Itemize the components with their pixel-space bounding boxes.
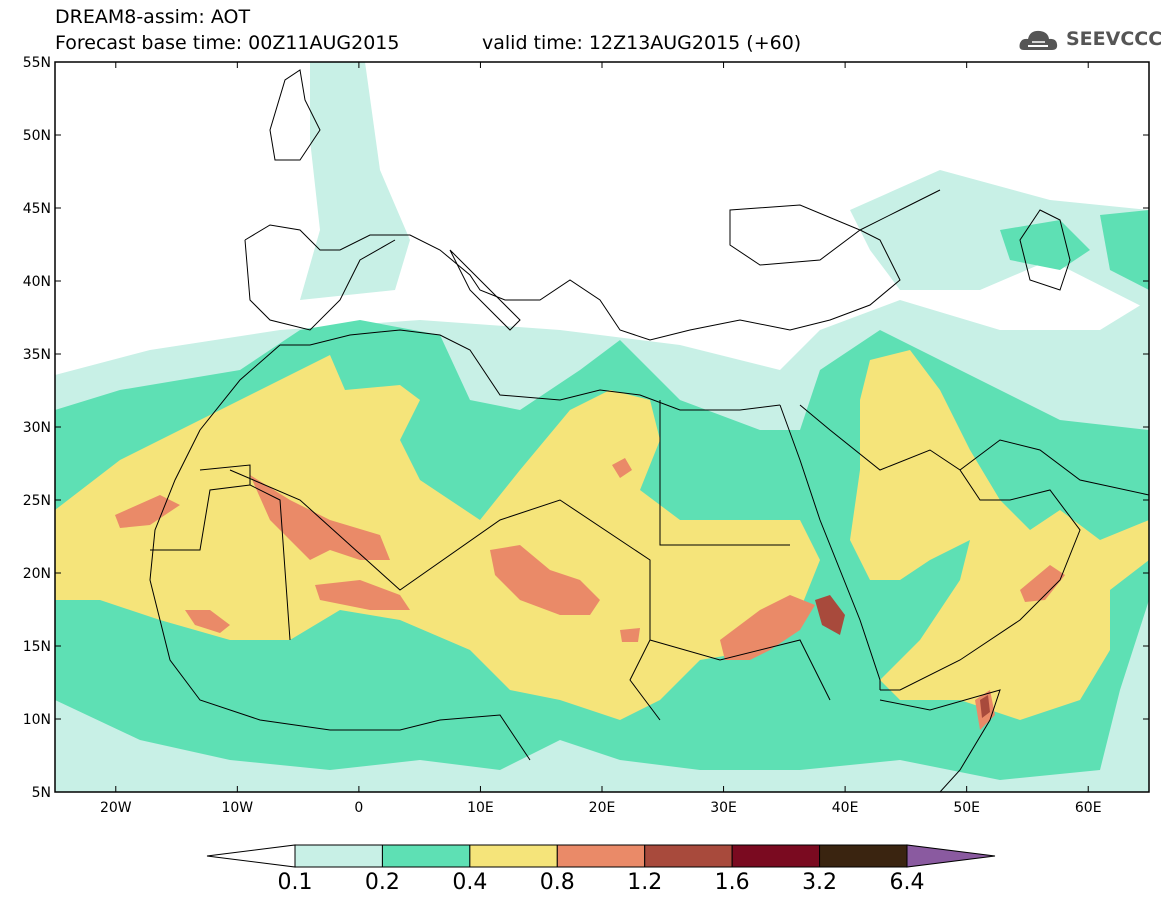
coastline-iberia [244, 239, 396, 331]
cloud-icon [1019, 30, 1058, 50]
lat-tick-label: 55N [23, 55, 51, 71]
colorbar-box [381, 844, 471, 868]
coastlines [149, 69, 1149, 792]
lat-tick-label: 50N [23, 128, 51, 144]
border-libya-egypt [659, 400, 790, 546]
colorbar-arrow-high [906, 844, 996, 868]
map-title: DREAM8-assim: AOT [55, 6, 251, 28]
colorbar [206, 844, 996, 868]
lat-tick-label: 45N [23, 201, 51, 217]
lon-tick-label: 0 [354, 800, 363, 816]
lon-tick-label: 10E [467, 800, 494, 816]
forecast-base-time: Forecast base time: 00Z11AUG2015 [55, 32, 400, 54]
coastline-red-sea [779, 404, 881, 690]
aot-contour-0.8 [315, 580, 410, 610]
colorbar-level-label: 3.2 [802, 870, 838, 895]
aot-contour-0.2 [1000, 220, 1090, 270]
lon-tick-label: 40E [832, 800, 859, 816]
colorbar-level-label: 6.4 [889, 870, 925, 895]
lon-tick-label: 10W [221, 800, 253, 816]
lat-tick-label: 20N [23, 566, 51, 582]
aot-contour-0.8 [612, 458, 632, 478]
aot-contour-0.8 [185, 610, 230, 633]
colorbar-box [294, 844, 383, 868]
aot-contour-0.4 [850, 350, 1149, 720]
lat-tick-label: 25N [23, 493, 51, 509]
lon-tick-label: 30E [710, 800, 737, 816]
coastline-north-africa [280, 329, 781, 411]
aot-contour-1.2 [980, 695, 990, 718]
lat-tick-label: 5N [32, 785, 51, 801]
colorbar-level-label: 1.2 [627, 870, 663, 895]
colorbar-level-label: 0.8 [539, 870, 575, 895]
colorbar-box [819, 844, 908, 868]
lat-tick-label: 30N [23, 420, 51, 436]
aot-field [55, 62, 1149, 792]
aot-contour-0.2 [1100, 210, 1149, 290]
lat-tick-label: 10N [23, 712, 51, 728]
lon-tick-label: 50E [953, 800, 980, 816]
coastline-europe [244, 189, 941, 341]
colorbar-level-label: 1.6 [714, 870, 750, 895]
colorbar-level-label: 0.1 [277, 870, 313, 895]
coastline-iran [959, 439, 1149, 496]
lon-tick-label: 20W [100, 800, 132, 816]
aot-contour-0.8 [720, 595, 815, 660]
coastline-britain [269, 69, 321, 161]
aot-contour-0.8 [115, 495, 180, 528]
lon-tick-label: 60E [1075, 800, 1102, 816]
aot-contour-0.1 [850, 170, 1149, 310]
logo-text: SEEVCCC [1066, 28, 1163, 50]
colorbar-box [731, 844, 821, 868]
coastline-somalia [879, 689, 1001, 792]
aot-contour-0.8 [620, 628, 640, 642]
border-sahel [229, 469, 661, 721]
aot-contour-0.8 [490, 545, 600, 615]
axis-ticks: 55N 50N 45N 40N 35N 30N 25N 20N 15N 10N 5N 20W 10W 0 1… [23, 55, 1149, 816]
lat-tick-label: 40N [23, 274, 51, 290]
colorbar-arrow-low [206, 844, 296, 868]
coastline-caspian [1019, 209, 1071, 291]
border-mali [150, 484, 251, 551]
colorbar-box [556, 844, 646, 868]
valid-time: valid time: 12Z13AUG2015 (+60) [482, 32, 802, 54]
lat-tick-label: 35N [23, 347, 51, 363]
lon-tick-label: 20E [589, 800, 616, 816]
aot-contour-0.1 [300, 62, 410, 300]
colorbar-box [469, 844, 558, 868]
aot-contour-0.8 [1020, 565, 1065, 602]
border-sudan [649, 639, 831, 701]
colorbar-level-label: 0.4 [452, 870, 488, 895]
coastline-arabia [799, 404, 1081, 691]
colorbar-box [644, 844, 733, 868]
coastline-black-sea [729, 204, 861, 266]
coastline-west-africa [149, 344, 531, 761]
lat-tick-label: 15N [23, 639, 51, 655]
aot-contour-1.2 [815, 595, 845, 635]
aot-contour-0.4 [55, 355, 820, 720]
coastline-italy [449, 249, 521, 331]
colorbar-level-label: 0.2 [364, 870, 400, 895]
seevccc-logo [1019, 30, 1058, 50]
